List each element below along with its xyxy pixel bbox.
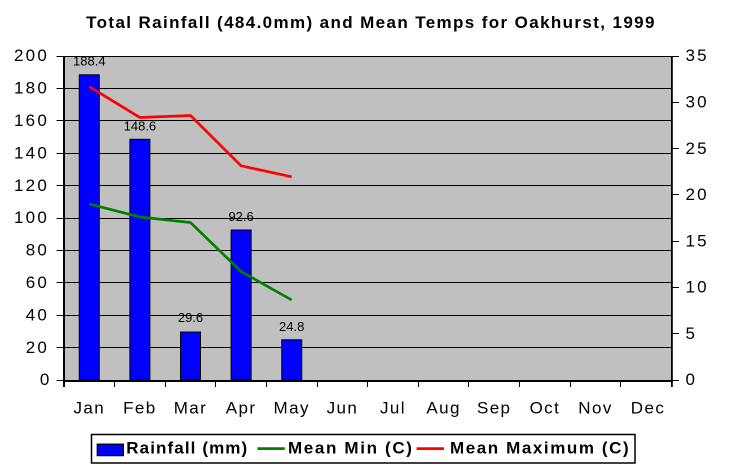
svg-text:25: 25 (686, 139, 709, 158)
svg-text:May: May (274, 399, 310, 418)
svg-text:140: 140 (14, 143, 49, 162)
svg-text:Jan: Jan (73, 399, 105, 418)
svg-text:60: 60 (26, 273, 49, 292)
svg-text:Nov: Nov (578, 399, 612, 418)
svg-text:100: 100 (14, 208, 49, 227)
svg-text:188.4: 188.4 (73, 54, 106, 69)
svg-text:15: 15 (686, 231, 709, 250)
svg-text:148.6: 148.6 (124, 119, 157, 134)
svg-text:Apr: Apr (226, 399, 257, 418)
svg-text:Total Rainfall (484.0mm) and M: Total Rainfall (484.0mm) and Mean Temps … (86, 13, 656, 32)
svg-text:5: 5 (686, 324, 698, 343)
svg-text:Aug: Aug (426, 399, 460, 418)
svg-text:0: 0 (40, 370, 52, 389)
svg-text:Mar: Mar (174, 399, 207, 418)
svg-text:Mean Maximum (C): Mean Maximum (C) (450, 439, 630, 458)
svg-text:200: 200 (14, 46, 49, 65)
svg-text:10: 10 (686, 278, 709, 297)
svg-text:24.8: 24.8 (279, 319, 304, 334)
svg-text:Mean Min (C): Mean Min (C) (288, 439, 414, 458)
svg-text:120: 120 (14, 176, 49, 195)
svg-text:160: 160 (14, 111, 49, 130)
svg-text:180: 180 (14, 79, 49, 98)
svg-text:20: 20 (26, 338, 49, 357)
svg-text:35: 35 (686, 46, 709, 65)
svg-text:20: 20 (686, 185, 709, 204)
svg-text:Jul: Jul (380, 399, 406, 418)
svg-text:80: 80 (26, 241, 49, 260)
svg-text:30: 30 (686, 93, 709, 112)
svg-text:Jun: Jun (327, 399, 359, 418)
svg-text:40: 40 (26, 305, 49, 324)
svg-text:92.6: 92.6 (228, 209, 253, 224)
svg-text:29.6: 29.6 (178, 310, 203, 325)
svg-text:Dec: Dec (631, 399, 665, 418)
svg-text:0: 0 (686, 370, 698, 389)
svg-text:Oct: Oct (530, 399, 561, 418)
svg-text:Sep: Sep (477, 399, 511, 418)
svg-text:Feb: Feb (123, 399, 157, 418)
svg-text:Rainfall (mm): Rainfall (mm) (126, 439, 248, 458)
